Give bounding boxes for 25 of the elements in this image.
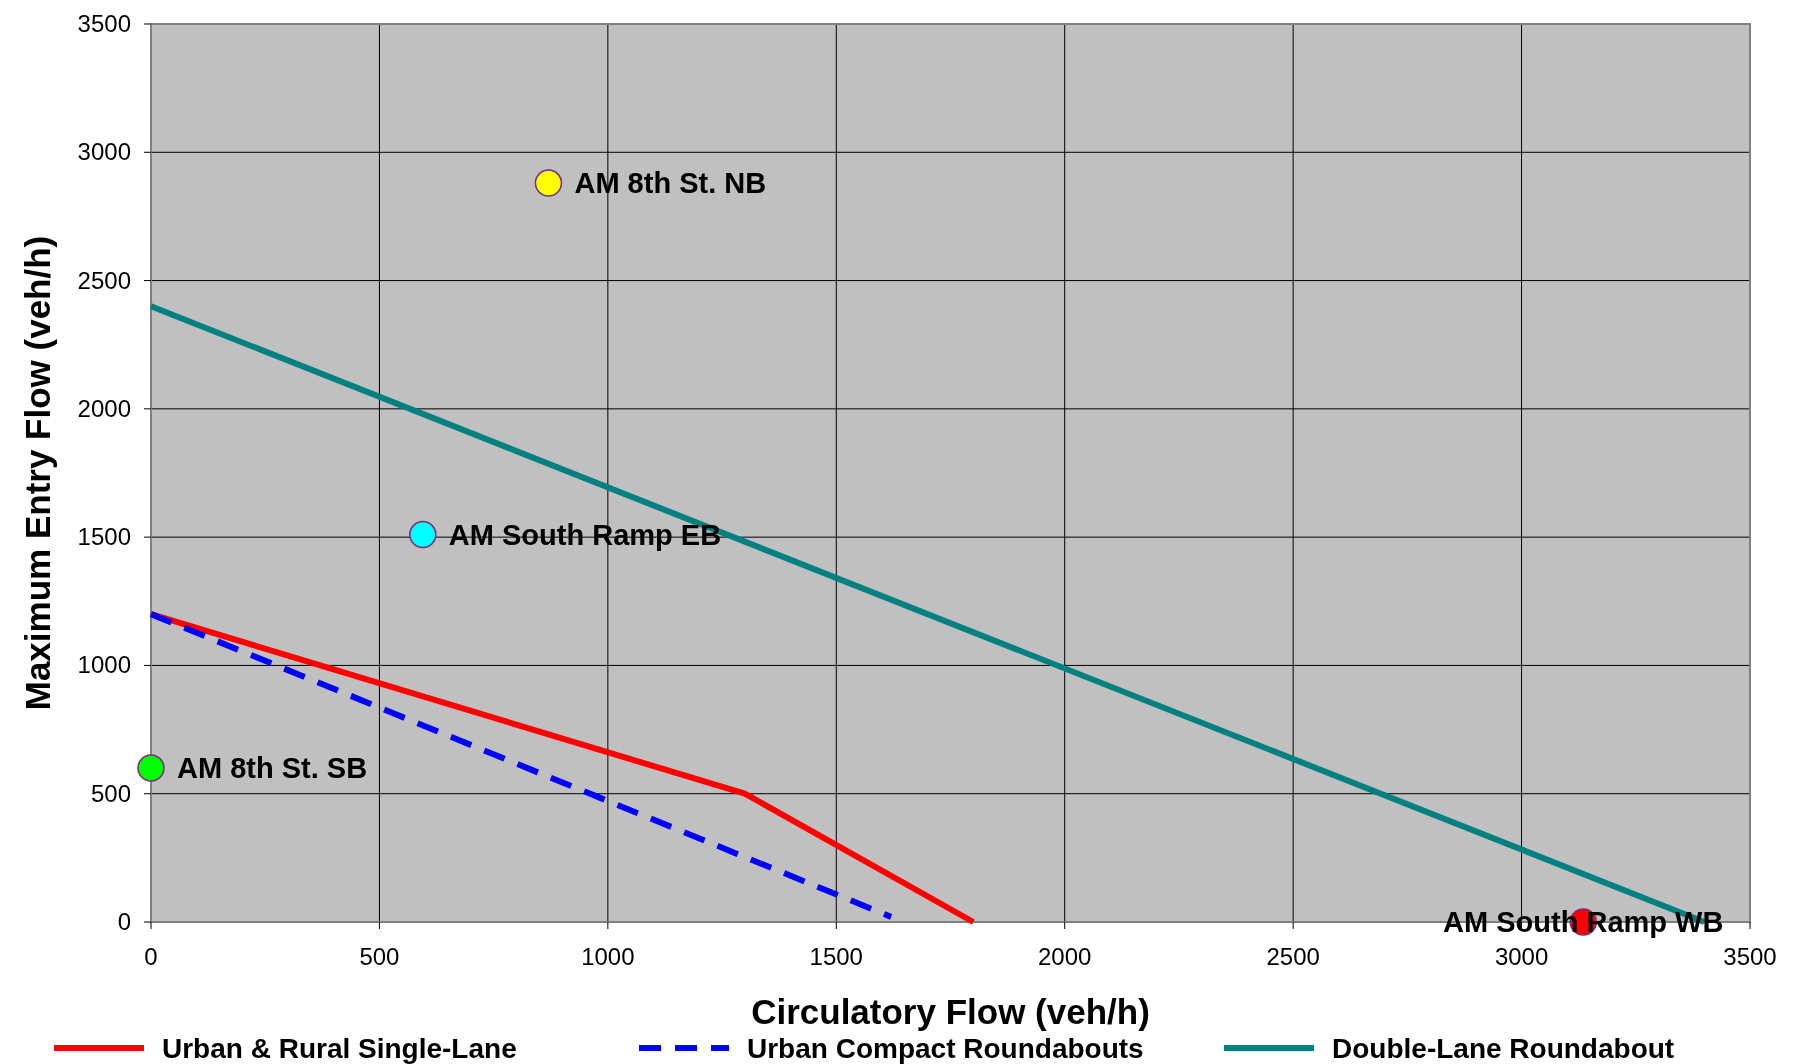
x-tick-label: 2500 bbox=[1266, 943, 1320, 970]
point bbox=[534, 169, 563, 197]
x-tick-label: 1500 bbox=[809, 943, 863, 970]
x-tick-label: 1000 bbox=[581, 943, 635, 970]
y-axis-title: Maximum Entry Flow (veh/h) bbox=[18, 235, 57, 711]
x-axis-title: Circulatory Flow (veh/h) bbox=[751, 992, 1150, 1031]
y-tick-label: 2500 bbox=[77, 266, 131, 294]
x-tick-label: 3000 bbox=[1494, 943, 1549, 970]
y-tick-label: 500 bbox=[90, 779, 131, 807]
x-tick-label: 3500 bbox=[1723, 943, 1777, 970]
series-label: AM 8th St. SB bbox=[177, 752, 368, 785]
y-tick-label: 2000 bbox=[77, 394, 131, 422]
legend-label: Urban & Rural Single-Lane bbox=[162, 1033, 517, 1064]
y-tick-label: 1000 bbox=[77, 651, 131, 679]
y-tick-label: 3000 bbox=[77, 138, 131, 166]
legend-label: Urban Compact Roundabouts bbox=[747, 1033, 1144, 1064]
legend-label: Double-Lane Roundabout bbox=[1332, 1033, 1675, 1064]
x-tick-label: 0 bbox=[144, 943, 158, 970]
y-tick-label: 3500 bbox=[77, 10, 131, 37]
y-tick-label: 1500 bbox=[77, 523, 131, 551]
y-tick-label: 0 bbox=[117, 908, 131, 935]
x-tick-label: 500 bbox=[359, 943, 400, 970]
x-tick-label: 2000 bbox=[1038, 943, 1092, 970]
point bbox=[409, 520, 437, 549]
point bbox=[137, 754, 165, 782]
